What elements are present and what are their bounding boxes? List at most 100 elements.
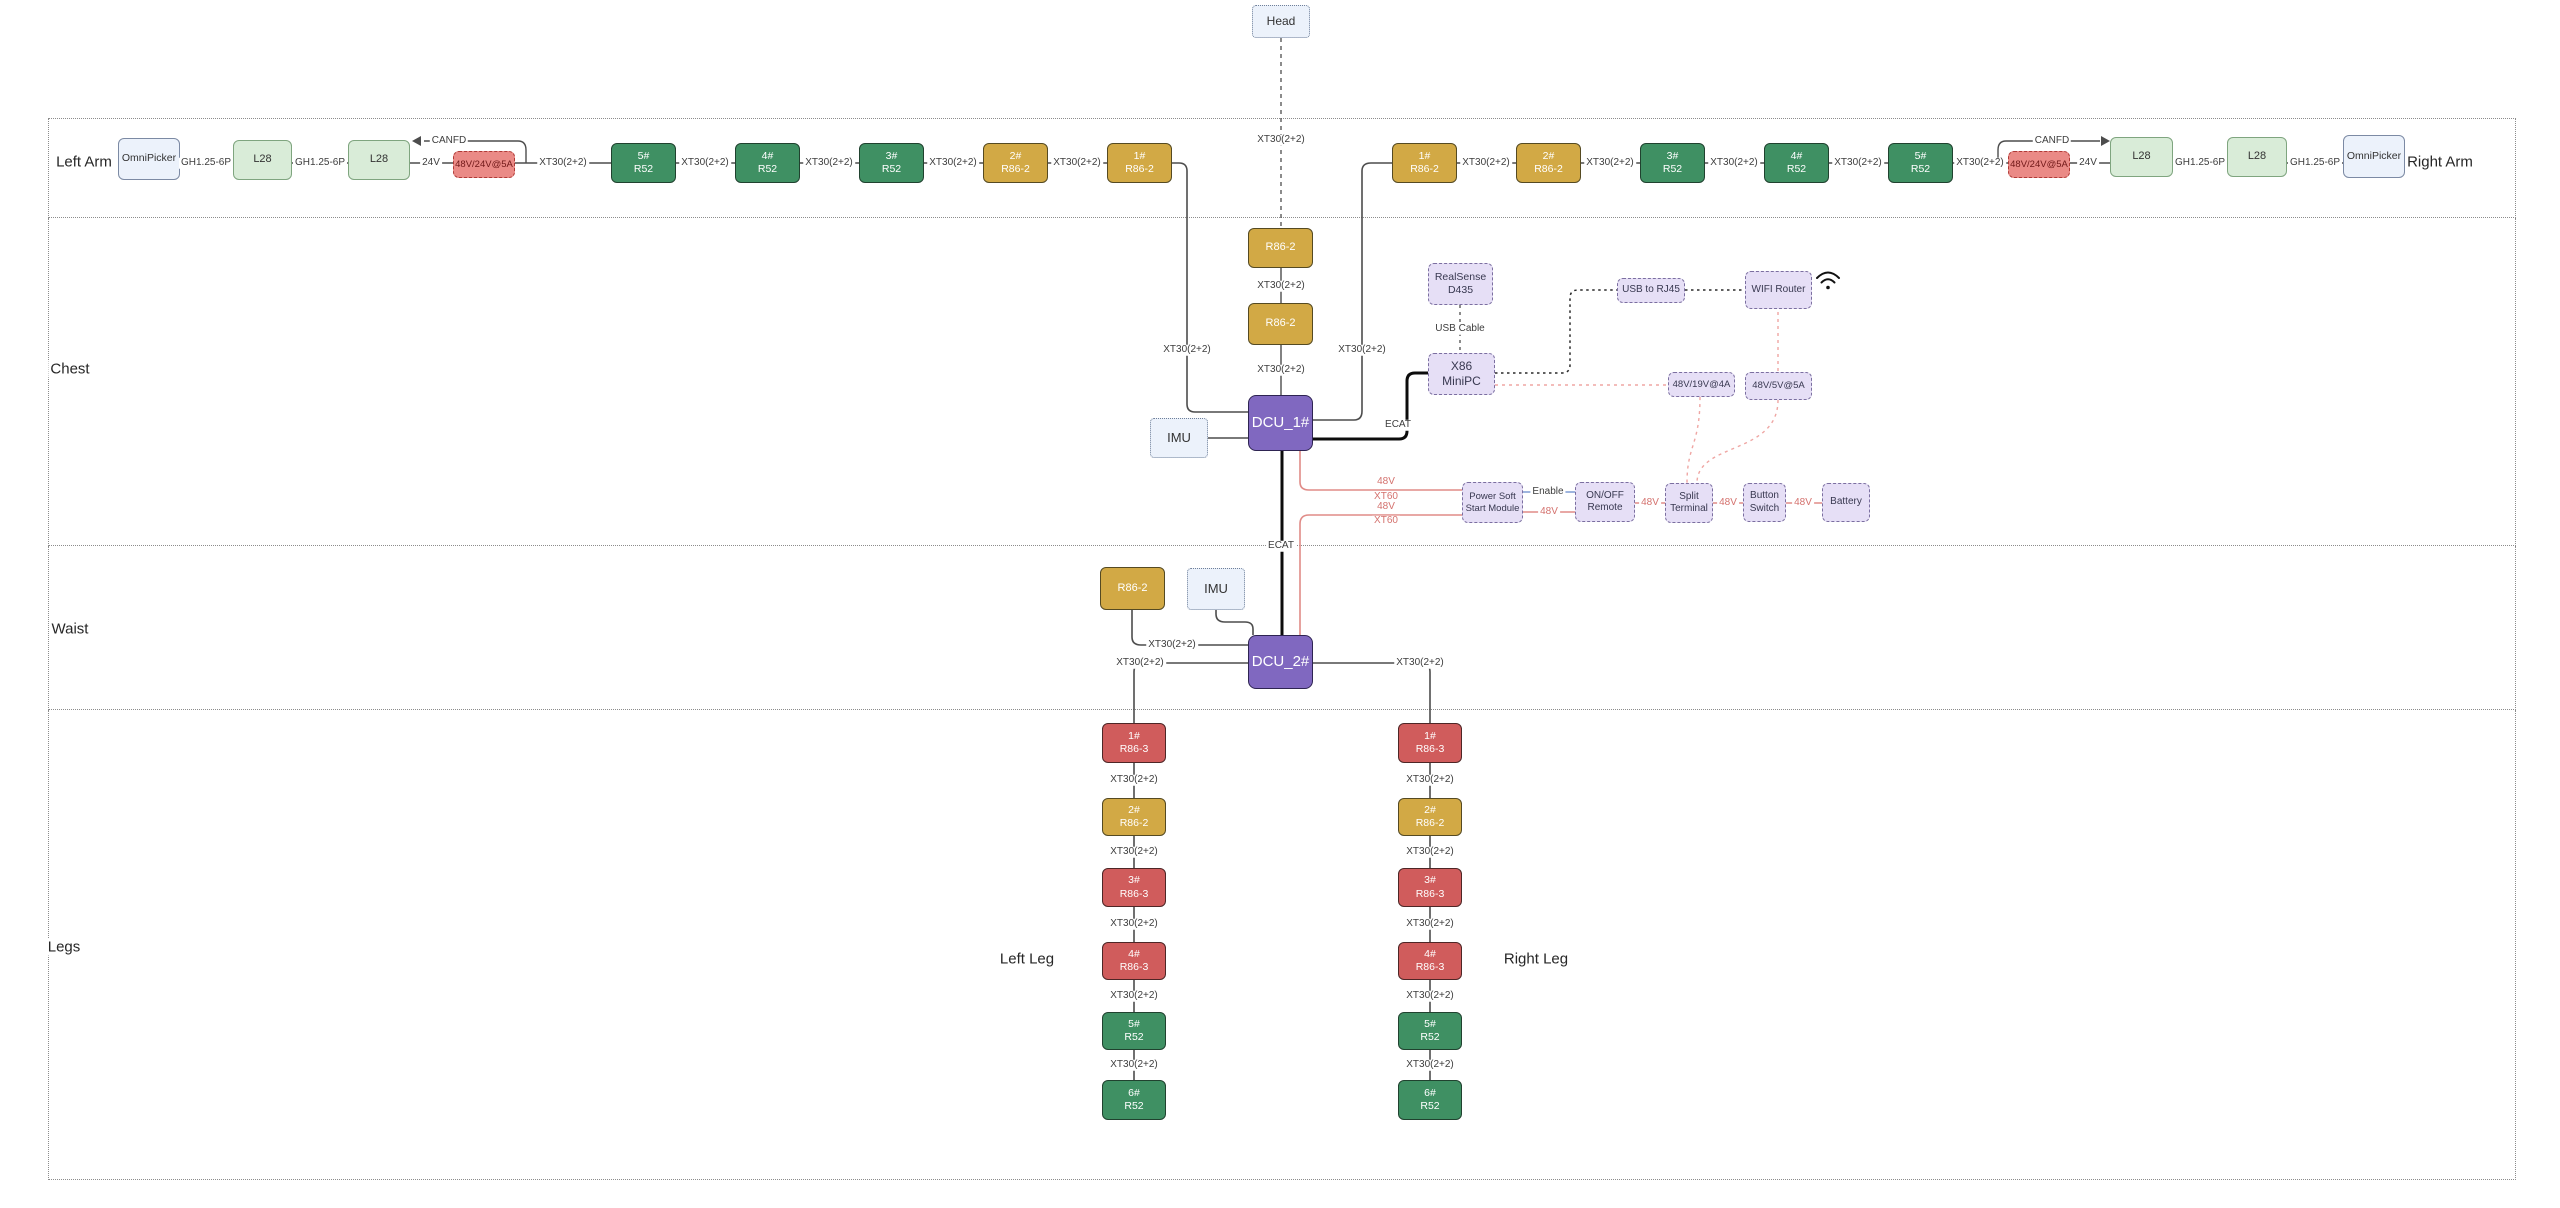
wire-label: ECAT	[1383, 418, 1413, 431]
wire-label: XT30(2+2)	[1255, 133, 1307, 146]
node-left-leg-joint-2: 2# R86-2	[1102, 798, 1166, 836]
node-button-switch: Button Switch	[1743, 483, 1786, 522]
node-wifi-router-label: WIFI Router	[1751, 283, 1806, 295]
node-right-leg-joint-3: 3# R86-3	[1398, 868, 1462, 907]
wire-label: XT30(2+2)	[1404, 845, 1456, 858]
node-right-arm-joint-1: 1# R86-2	[1392, 143, 1457, 183]
node-dcdc-left-arm-label: 48V/24V@5A	[455, 158, 513, 170]
node-wifi-router: WIFI Router	[1745, 271, 1812, 309]
node-right-leg-joint-5-label: R52	[1420, 1031, 1440, 1043]
node-left-leg-joint-6: 6# R52	[1102, 1080, 1166, 1120]
node-l28-left-inner: L28	[348, 140, 410, 180]
node-l28-left-outer-label: L28	[253, 153, 272, 166]
node-chest-r86-upper: R86-2	[1248, 228, 1313, 268]
node-right-arm-joint-3-label: R52	[1662, 163, 1683, 175]
node-omnipicker-left: OmniPicker	[118, 138, 180, 180]
node-right-arm-joint-4: 4# R52	[1764, 143, 1829, 183]
node-onoff-remote: ON/OFF Remote	[1575, 482, 1635, 522]
wire-label: XT30(2+2)	[1954, 156, 2006, 169]
node-l28-right-outer: L28	[2227, 137, 2287, 177]
label-waist: Waist	[49, 620, 91, 638]
band-waist	[48, 546, 2516, 710]
node-right-arm-joint-4-label: R52	[1786, 163, 1807, 175]
wire-label: GH1.25-6P	[2287, 156, 2343, 169]
wire-label: XT30(2+2)	[1394, 656, 1446, 669]
wire-label: 48V	[1639, 496, 1661, 509]
node-omnipicker-right-label: OmniPicker	[2346, 149, 2402, 162]
node-realsense-d435-label: D435	[1447, 284, 1474, 296]
node-head-label: Head	[1266, 14, 1296, 28]
node-left-leg-joint-1-label: R86-3	[1119, 743, 1149, 755]
node-left-leg-joint-6-label: 6#	[1128, 1086, 1140, 1099]
wire-31	[1696, 399, 1779, 484]
wire-label: XT30(2+2)	[1146, 638, 1198, 651]
label-left-arm: Left Arm	[54, 153, 114, 171]
wire-label: CANFD	[2032, 134, 2072, 147]
node-split-terminal-label: Terminal	[1670, 503, 1708, 514]
node-button-switch-label: Button	[1750, 490, 1779, 501]
node-left-leg-joint-5-label: 5#	[1128, 1017, 1140, 1030]
wire-label: XT30(2+2)	[1108, 917, 1160, 930]
wire-label: 24V	[2077, 156, 2099, 169]
node-left-leg-joint-1: 1# R86-3	[1102, 723, 1166, 763]
node-power-soft-start-label: Start Module	[1465, 502, 1520, 514]
node-left-arm-joint-2: 2# R86-2	[983, 143, 1048, 183]
wire-label: XT30(2+2)	[1108, 989, 1160, 1002]
wire-label: XT30(2+2)	[1108, 773, 1160, 786]
node-right-arm-joint-4-label: 4#	[1790, 149, 1803, 162]
wire-label: XT30(2+2)	[803, 156, 855, 169]
node-left-leg-joint-3-label: R86-3	[1119, 887, 1149, 900]
node-dcu-2: DCU_2#	[1248, 635, 1313, 689]
wire-label: Enable	[1530, 485, 1566, 498]
node-dcdc-right-arm: 48V/24V@5A	[2008, 151, 2070, 178]
node-waist-r86: R86-2	[1100, 567, 1165, 610]
node-right-arm-joint-3: 3# R52	[1640, 143, 1705, 183]
node-left-leg-joint-2-label: 2#	[1128, 803, 1140, 816]
wire-label: XT30(2+2)	[1584, 156, 1636, 169]
node-l28-right-inner: L28	[2110, 137, 2173, 177]
arrows-group	[412, 136, 2110, 146]
node-left-arm-joint-1-label: 1#	[1133, 149, 1146, 162]
node-head: Head	[1252, 5, 1310, 38]
wire-33	[1299, 451, 1462, 491]
wire-label: XT30(2+2)	[1114, 656, 1166, 669]
node-right-leg-joint-3-label: R86-3	[1415, 887, 1445, 900]
wire-label: XT30(2+2)	[1108, 845, 1160, 858]
wire-41	[1215, 610, 1254, 635]
wire-label: XT30(2+2)	[1708, 156, 1760, 169]
wifi-signal-icon	[1816, 271, 1840, 290]
wire-label: 48V	[1375, 475, 1397, 488]
node-right-leg-joint-4-label: R86-3	[1415, 961, 1445, 973]
node-right-leg-joint-1: 1# R86-3	[1398, 723, 1462, 763]
label-chest: Chest	[48, 360, 92, 378]
node-left-leg-joint-1-label: 1#	[1128, 729, 1140, 742]
node-left-leg-joint-3: 3# R86-3	[1102, 868, 1166, 907]
node-right-leg-joint-1-label: 1#	[1424, 729, 1436, 742]
node-x86-minipc-label: MiniPC	[1442, 374, 1481, 388]
node-left-arm-joint-5-label: R52	[633, 163, 654, 175]
node-dcu-1: DCU_1#	[1248, 395, 1313, 451]
node-left-arm-joint-1-label: R86-2	[1125, 163, 1154, 175]
node-chest-r86-upper-label: R86-2	[1265, 241, 1296, 254]
wire-label: XT30(2+2)	[927, 156, 979, 169]
node-split-terminal-label: Split	[1679, 490, 1699, 502]
label-right-arm: Right Arm	[2405, 153, 2475, 171]
node-dcu-1-label: DCU_1#	[1251, 413, 1310, 431]
node-left-arm-joint-3-label: R52	[881, 163, 902, 175]
node-dcdc-19v: 48V/19V@4A	[1668, 372, 1735, 397]
wire-label: 48V	[1375, 500, 1397, 513]
node-right-arm-joint-1-label: 1#	[1418, 149, 1431, 162]
wire-34	[1299, 514, 1462, 635]
wire-label: XT60	[1372, 514, 1400, 527]
wires-group	[180, 38, 2343, 1080]
node-imu-waist-label: IMU	[1204, 580, 1228, 596]
node-dcdc-5v: 48V/5V@5A	[1745, 372, 1812, 400]
node-chest-r86-lower-label: R86-2	[1265, 317, 1296, 330]
node-left-leg-joint-3-label: 3#	[1128, 874, 1140, 887]
wire-30	[1686, 396, 1701, 484]
wire-label: XT30(2+2)	[1832, 156, 1884, 169]
node-left-arm-joint-3-label: 3#	[885, 149, 898, 162]
node-right-leg-joint-6-label: 6#	[1424, 1086, 1436, 1099]
